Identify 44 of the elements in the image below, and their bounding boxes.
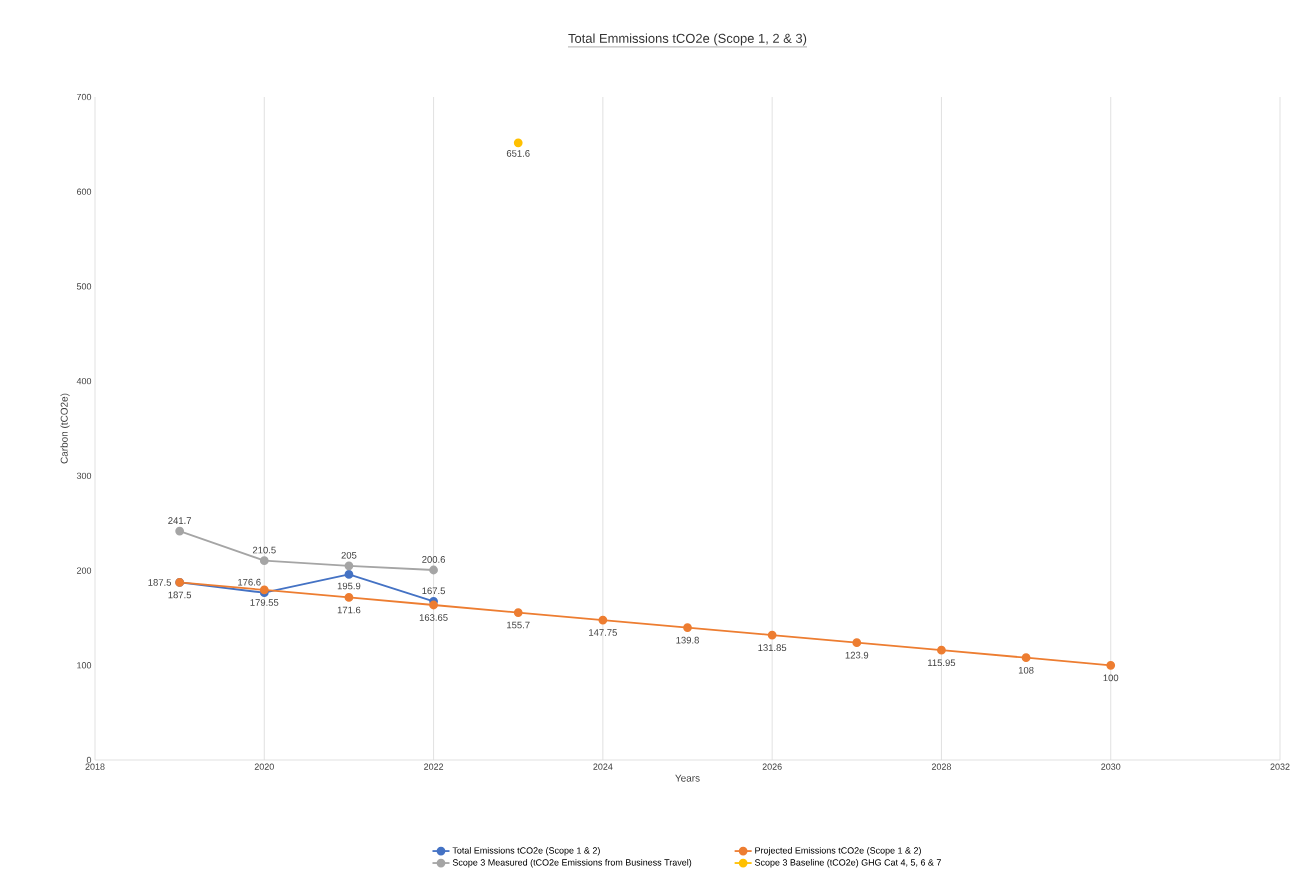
- y-tick-label: 100: [77, 662, 92, 669]
- data-label: 171.6: [337, 606, 361, 614]
- x-tick-label: 2022: [424, 763, 444, 770]
- x-axis-title: Years: [675, 774, 700, 782]
- data-label: 139.8: [676, 636, 699, 644]
- y-tick-label: 600: [76, 188, 92, 195]
- legend-label: Total Emissions tCO2e (Scope 1 & 2): [452, 847, 600, 856]
- chart-title: Total Emmissions tCO2e (Scope 1, 2 & 3): [568, 33, 807, 46]
- data-label: 205: [341, 551, 357, 559]
- legend-label: Scope 3 Measured (tCO2e Emissions from Business Travel): [452, 859, 692, 868]
- data-label: 167.5: [422, 587, 446, 595]
- x-tick-label: 2024: [593, 763, 613, 770]
- y-tick-label: 200: [76, 567, 92, 574]
- data-label: 131.85: [758, 644, 787, 652]
- data-label: 163.65: [419, 614, 448, 621]
- data-label: 187.5: [148, 579, 172, 586]
- data-label: 187.5: [168, 591, 192, 599]
- data-label: 100: [1103, 674, 1119, 682]
- y-tick-label: 0: [86, 756, 92, 764]
- data-label: 147.75: [589, 629, 617, 636]
- x-tick-label: 2026: [762, 763, 782, 770]
- y-tick-label: 300: [76, 472, 92, 480]
- y-tick-label: 500: [76, 283, 92, 290]
- data-label: 108: [1018, 666, 1034, 674]
- data-label: 241.7: [168, 517, 192, 524]
- data-label: 176.6: [238, 578, 261, 586]
- data-label: 200.6: [422, 556, 445, 563]
- data-label: 210.5: [252, 546, 276, 554]
- data-label: 651.6: [506, 150, 530, 157]
- x-tick-label: 2020: [254, 763, 274, 770]
- x-tick-label: 2032: [1270, 763, 1290, 770]
- x-tick-label: 2028: [931, 763, 952, 770]
- legend-label: Scope 3 Baseline (tCO2e) GHG Cat 4, 5, 6 & 7: [754, 859, 941, 868]
- data-label: 115.95: [928, 659, 956, 667]
- y-axis-title: Carbon (tCO2e): [60, 393, 70, 464]
- data-label: 123.9: [845, 651, 869, 659]
- data-label: 179.55: [250, 599, 279, 606]
- data-label: 155.7: [507, 621, 530, 629]
- x-tick-label: 2030: [1101, 763, 1121, 770]
- y-tick-label: 700: [76, 93, 92, 101]
- legend-label: Projected Emissions tCO2e (Scope 1 & 2): [755, 847, 921, 856]
- y-tick-label: 400: [76, 377, 92, 385]
- data-label: 195.9: [337, 582, 361, 590]
- x-tick-label: 2018: [85, 763, 105, 770]
